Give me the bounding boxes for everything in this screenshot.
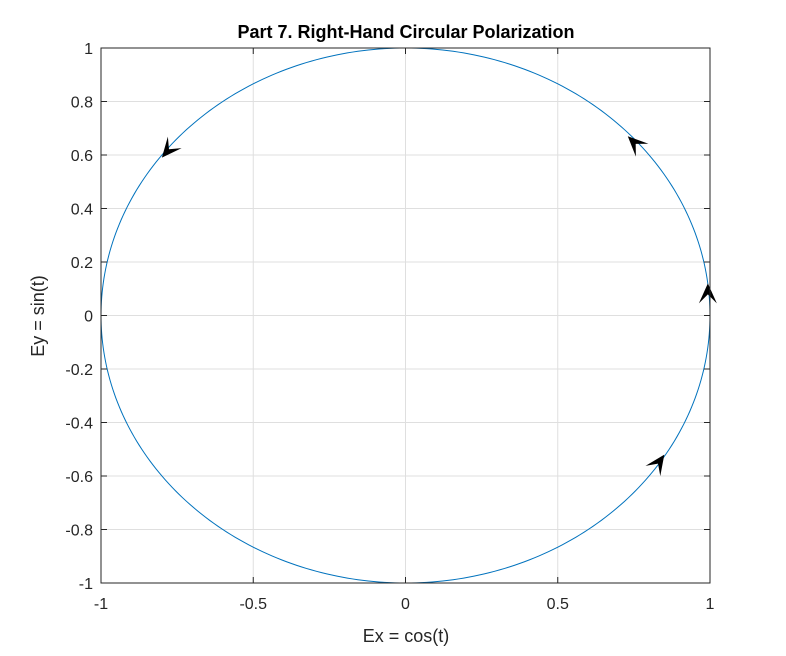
y-tick-label: 0.6	[71, 148, 93, 165]
y-axis-ticks: -1 -0.8 -0.6 -0.4 -0.2 0 0.2 0.4 0.6 0.8 1	[65, 41, 710, 593]
y-tick-label: 0.2	[71, 255, 93, 272]
x-tick-label: 0.5	[547, 596, 569, 613]
y-tick-label: 1	[84, 41, 93, 58]
x-tick-label: 1	[706, 596, 715, 613]
x-tick-label: 0	[401, 596, 410, 613]
direction-arrow-1	[627, 136, 649, 157]
y-tick-label: -0.8	[65, 523, 93, 540]
y-tick-label: 0.8	[71, 95, 93, 112]
direction-arrow-2	[161, 136, 182, 158]
x-axis-ticks: -1 -0.5 0 0.5 1	[94, 48, 715, 613]
y-tick-label: -1	[79, 576, 93, 593]
y-tick-label: -0.6	[65, 469, 93, 486]
direction-arrow-0	[698, 283, 717, 304]
chart-title: Part 7. Right-Hand Circular Polarization	[237, 22, 574, 42]
direction-arrow-3	[645, 454, 665, 477]
y-axis-label: Ey = sin(t)	[28, 275, 48, 357]
y-tick-label: 0	[84, 309, 93, 326]
y-tick-label: -0.2	[65, 362, 93, 379]
x-tick-label: -0.5	[239, 596, 267, 613]
plot-area: -1 -0.5 0 0.5 1 -1 -0.8 -0.6 -0.4 -0.2 0 0.2 0.4 0.6…	[65, 41, 717, 613]
y-tick-label: -0.4	[65, 416, 93, 433]
x-axis-label: Ex = cos(t)	[363, 626, 450, 646]
direction-arrows	[161, 136, 717, 477]
y-tick-label: 0.4	[71, 202, 93, 219]
x-tick-label: -1	[94, 596, 108, 613]
